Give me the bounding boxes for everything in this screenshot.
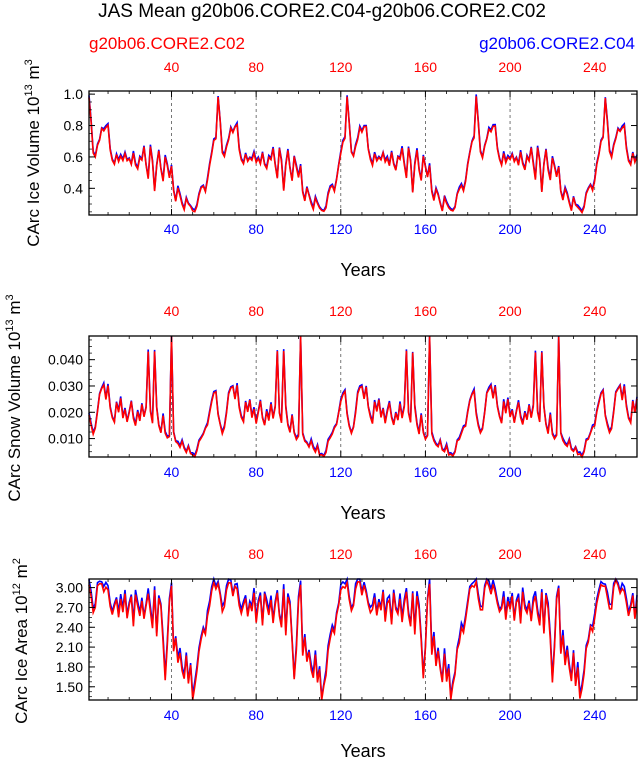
y-tick-label: 0.6 [64, 149, 84, 165]
legend-left-case: g20b06.CORE2.C02 [89, 34, 245, 53]
y-tick-label: 1.80 [56, 659, 83, 675]
top-tick-label: 160 [414, 59, 438, 75]
y-tick-label: 1.0 [64, 86, 84, 102]
panel-2-ticks: 40 40 80 80 120 120 160 160 200 200 240 240 0.010 0.0… [48, 303, 638, 480]
top-tick-label: 200 [498, 303, 522, 319]
panel-1-ylabel-unit: m [24, 65, 43, 84]
top-tick-label: 40 [164, 303, 180, 319]
y-tick-label: 0.020 [48, 404, 83, 420]
panel-1-xlabel: Years [340, 260, 385, 280]
panel-2-ylabel-unit: m [5, 300, 24, 319]
top-tick-label: 80 [248, 546, 264, 562]
y-tick-label: 1.50 [56, 679, 83, 695]
series-line-c02 [88, 577, 638, 701]
bottom-tick-label: 40 [164, 221, 180, 237]
bottom-tick-label: 120 [329, 707, 353, 723]
top-tick-label: 240 [583, 303, 607, 319]
bottom-tick-label: 240 [583, 464, 607, 480]
top-tick-label: 120 [329, 546, 353, 562]
bottom-tick-label: 200 [498, 707, 522, 723]
y-tick-label: 0.4 [64, 180, 84, 196]
bottom-tick-label: 120 [329, 464, 353, 480]
panel-1-ylabel-main: CArc Ice Volume 10 [24, 97, 43, 247]
panel-ice-area: 40 40 80 80 120 120 160 160 200 200 240 240 1.50 1.80… [11, 546, 638, 761]
panel-3-frame [88, 578, 638, 701]
bottom-tick-label: 80 [248, 464, 264, 480]
top-tick-label: 240 [583, 546, 607, 562]
panel-1-ylabel-unit-exp: 3 [23, 59, 35, 65]
panel-1-ticks: 40 40 80 80 120 120 160 160 200 200 240 240 0.4 0.6 0.… [64, 59, 638, 237]
bottom-tick-label: 160 [414, 707, 438, 723]
top-tick-label: 200 [498, 546, 522, 562]
bottom-tick-label: 200 [498, 464, 522, 480]
panel-3-ylabel-exp: 12 [11, 583, 23, 595]
panel-2-frame [88, 335, 638, 458]
top-tick-label: 80 [248, 303, 264, 319]
panel-1-ylabel: CArc Ice Volume 1013 m3 [23, 59, 43, 247]
panel-2-ylabel-exp: 13 [4, 319, 16, 331]
panel-3-ylabel-unit-exp: 2 [11, 558, 23, 564]
bottom-tick-label: 40 [164, 464, 180, 480]
panel-2-xlabel: Years [340, 503, 385, 523]
y-tick-label: 0.8 [64, 118, 84, 134]
panel-1-frame [88, 90, 638, 216]
y-tick-label: 0.040 [48, 352, 83, 368]
panel-3-ylabel-unit: m [12, 564, 31, 583]
panel-1-ylabel-exp: 13 [23, 84, 35, 96]
panel-2-ylabel: CArc Snow Volume 1013 m3 [4, 294, 24, 501]
bottom-tick-label: 160 [414, 221, 438, 237]
top-tick-label: 240 [583, 59, 607, 75]
y-tick-label: 0.010 [48, 431, 83, 447]
top-tick-label: 120 [329, 303, 353, 319]
y-tick-label: 2.70 [56, 599, 83, 615]
top-tick-label: 40 [164, 546, 180, 562]
bottom-tick-label: 40 [164, 707, 180, 723]
panel-3-xlabel: Years [340, 741, 385, 761]
panel-3-ylabel: CArc Ice Area 1012 m2 [11, 558, 31, 724]
bottom-tick-label: 240 [583, 221, 607, 237]
panel-2-ylabel-unit-exp: 3 [4, 294, 16, 300]
chart-title: JAS Mean g20b06.CORE2.C04-g20b06.CORE2.C… [98, 1, 546, 22]
bottom-tick-label: 160 [414, 464, 438, 480]
y-tick-label: 2.10 [56, 639, 83, 655]
top-tick-label: 160 [414, 546, 438, 562]
series-line-c02 [88, 96, 638, 215]
panel-ice-volume: 40 40 80 80 120 120 160 160 200 200 240 240 0.4 0.6 0.… [23, 59, 638, 280]
top-tick-label: 40 [164, 59, 180, 75]
bottom-tick-label: 240 [583, 707, 607, 723]
panel-2-series [88, 335, 638, 459]
top-tick-label: 200 [498, 59, 522, 75]
panel-snow-volume: 40 40 80 80 120 120 160 160 200 200 240 240 0.010 0.0… [4, 294, 638, 523]
y-tick-label: 3.00 [56, 580, 83, 596]
top-tick-label: 80 [248, 59, 264, 75]
series-line-c02 [88, 335, 638, 459]
panel-3-ylabel-main: CArc Ice Area 10 [12, 595, 31, 724]
bottom-tick-label: 200 [498, 221, 522, 237]
top-tick-label: 160 [414, 303, 438, 319]
panel-1-series [88, 94, 638, 215]
bottom-tick-label: 80 [248, 707, 264, 723]
legend-right-case: g20b06.CORE2.C04 [479, 34, 635, 53]
bottom-tick-label: 120 [329, 221, 353, 237]
bottom-tick-label: 80 [248, 221, 264, 237]
panel-3-ticks: 40 40 80 80 120 120 160 160 200 200 240 240 1.50 1.80… [56, 546, 638, 723]
y-tick-label: 2.40 [56, 619, 83, 635]
panel-3-series [88, 576, 638, 701]
top-tick-label: 120 [329, 59, 353, 75]
panel-2-ylabel-main: CArc Snow Volume 10 [5, 332, 24, 502]
y-tick-label: 0.030 [48, 378, 83, 394]
